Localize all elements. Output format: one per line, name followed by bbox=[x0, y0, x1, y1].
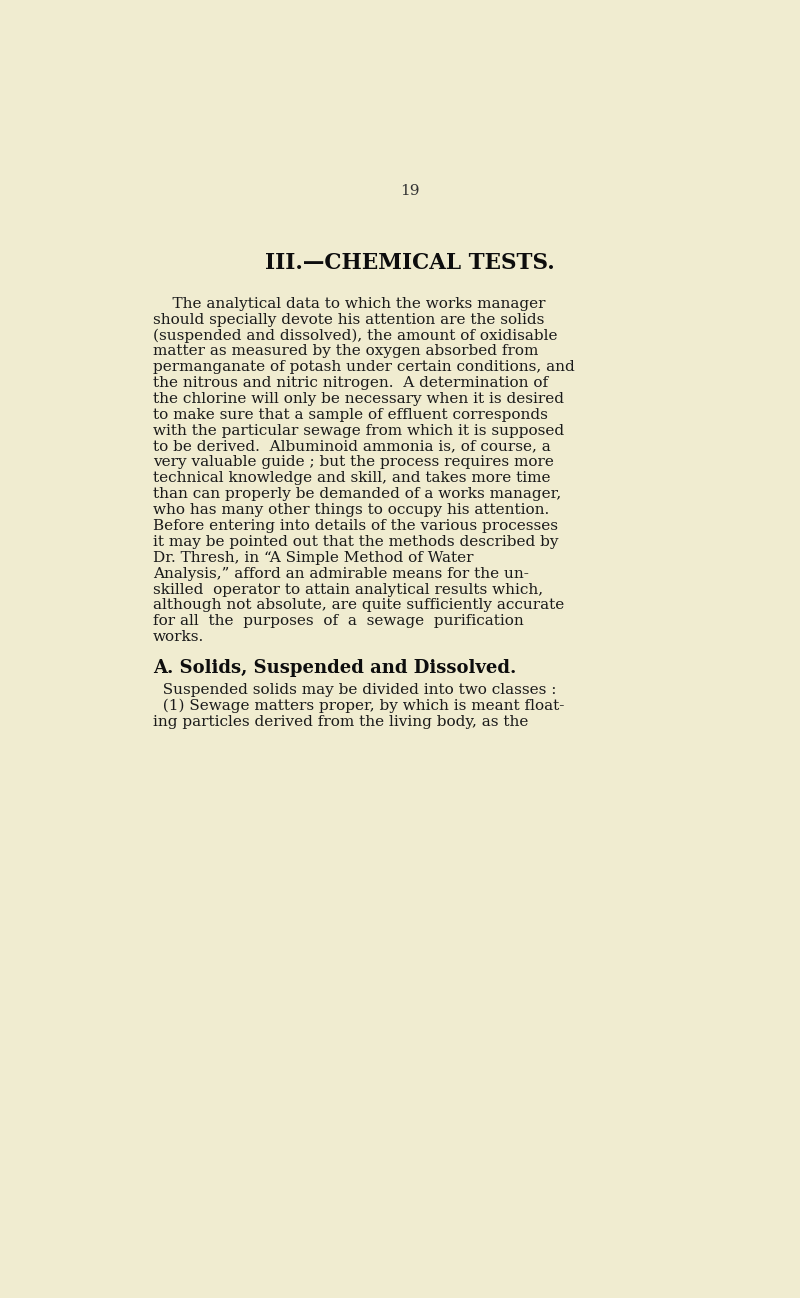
Text: (suspended and dissolved), the amount of oxidisable: (suspended and dissolved), the amount of… bbox=[153, 328, 558, 343]
Text: Analysis,” afford an admirable means for the un-: Analysis,” afford an admirable means for… bbox=[153, 567, 529, 580]
Text: the chlorine will only be necessary when it is desired: the chlorine will only be necessary when… bbox=[153, 392, 564, 406]
Text: 19: 19 bbox=[400, 184, 420, 197]
Text: with the particular sewage from which it is supposed: with the particular sewage from which it… bbox=[153, 423, 564, 437]
Text: Suspended solids may be divided into two classes :: Suspended solids may be divided into two… bbox=[153, 683, 556, 697]
Text: technical knowledge and skill, and takes more time: technical knowledge and skill, and takes… bbox=[153, 471, 550, 485]
Text: The analytical data to which the works manager: The analytical data to which the works m… bbox=[153, 297, 546, 310]
Text: Before entering into details of the various processes: Before entering into details of the vari… bbox=[153, 519, 558, 533]
Text: matter as measured by the oxygen absorbed from: matter as measured by the oxygen absorbe… bbox=[153, 344, 538, 358]
Text: works.: works. bbox=[153, 631, 204, 644]
Text: it may be pointed out that the methods described by: it may be pointed out that the methods d… bbox=[153, 535, 558, 549]
Text: than can properly be demanded of a works manager,: than can properly be demanded of a works… bbox=[153, 487, 561, 501]
Text: to be derived.  Albuminoid ammonia is, of course, a: to be derived. Albuminoid ammonia is, of… bbox=[153, 440, 550, 453]
Text: very valuable guide ; but the process requires more: very valuable guide ; but the process re… bbox=[153, 456, 554, 470]
Text: should specially devote his attention are the solids: should specially devote his attention ar… bbox=[153, 313, 544, 327]
Text: A. Solids, Suspended and Dissolved.: A. Solids, Suspended and Dissolved. bbox=[153, 659, 516, 676]
Text: for all  the  purposes  of  a  sewage  purification: for all the purposes of a sewage purific… bbox=[153, 614, 523, 628]
Text: although not absolute, are quite sufficiently accurate: although not absolute, are quite suffici… bbox=[153, 598, 564, 613]
Text: to make sure that a sample of effluent corresponds: to make sure that a sample of effluent c… bbox=[153, 408, 547, 422]
Text: Dr. Thresh, in “A Simple Method of Water: Dr. Thresh, in “A Simple Method of Water bbox=[153, 550, 474, 565]
Text: permanganate of potash under certain conditions, and: permanganate of potash under certain con… bbox=[153, 361, 574, 374]
Text: ing particles derived from the living body, as the: ing particles derived from the living bo… bbox=[153, 715, 528, 729]
Text: who has many other things to occupy his attention.: who has many other things to occupy his … bbox=[153, 504, 549, 517]
Text: the nitrous and nitric nitrogen.  A determination of: the nitrous and nitric nitrogen. A deter… bbox=[153, 376, 548, 391]
Text: (1) Sewage matters proper, by which is meant float-: (1) Sewage matters proper, by which is m… bbox=[153, 700, 564, 714]
Text: III.—CHEMICAL TESTS.: III.—CHEMICAL TESTS. bbox=[265, 252, 555, 274]
Text: skilled  operator to attain analytical results which,: skilled operator to attain analytical re… bbox=[153, 583, 543, 597]
